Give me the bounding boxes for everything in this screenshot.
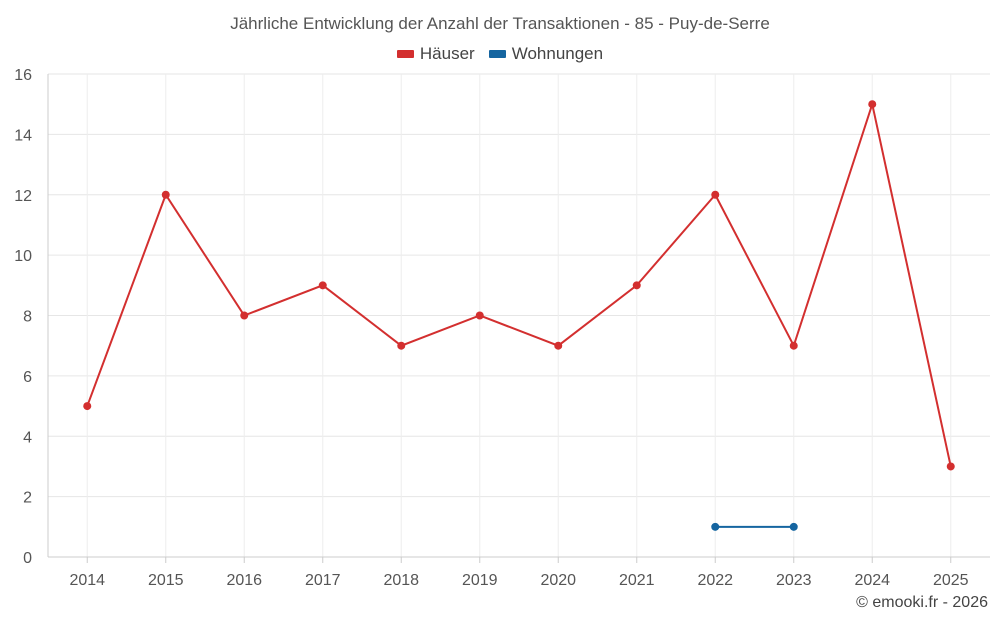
data-point-haeuser <box>711 190 720 199</box>
y-tick-label: 4 <box>23 429 32 446</box>
y-tick-label: 2 <box>23 490 32 507</box>
data-point-haeuser <box>868 100 877 109</box>
y-tick-label: 12 <box>14 188 32 205</box>
data-point-haeuser <box>397 341 406 350</box>
data-point-haeuser <box>554 341 563 350</box>
data-point-haeuser <box>632 281 641 290</box>
credit-text: © emooki.fr - 2026 <box>856 594 988 611</box>
legend: Häuser Wohnungen <box>0 44 1000 64</box>
x-tick-label: 2017 <box>305 572 341 589</box>
data-point-wohnungen <box>789 522 798 531</box>
data-point-haeuser <box>240 311 249 320</box>
x-tick-label: 2022 <box>697 572 733 589</box>
data-point-haeuser <box>789 341 798 350</box>
legend-label-wohnungen: Wohnungen <box>511 44 604 63</box>
data-point-haeuser <box>475 311 484 320</box>
y-tick-label: 16 <box>14 67 32 84</box>
x-tick-label: 2020 <box>540 572 576 589</box>
x-tick-label: 2016 <box>226 572 262 589</box>
x-tick-label: 2015 <box>148 572 184 589</box>
data-point-haeuser <box>161 190 170 199</box>
data-point-wohnungen <box>711 522 720 531</box>
y-tick-label: 10 <box>14 248 32 265</box>
x-tick-label: 2019 <box>462 572 498 589</box>
x-tick-label: 2023 <box>776 572 812 589</box>
series-line-haeuser <box>86 100 952 467</box>
y-tick-label: 0 <box>23 550 32 567</box>
legend-item-wohnungen[interactable]: Wohnungen <box>488 44 604 64</box>
legend-swatch-haeuser <box>396 50 414 58</box>
data-point-haeuser <box>83 402 92 411</box>
y-tick-label: 6 <box>23 369 32 386</box>
legend-label-haeuser: Häuser <box>419 44 475 63</box>
x-tick-label: 2024 <box>854 572 890 589</box>
y-tick-label: 14 <box>14 127 32 144</box>
data-point-haeuser <box>946 462 955 471</box>
legend-item-haeuser[interactable]: Häuser <box>396 44 475 64</box>
chart-title: Jährliche Entwicklung der Anzahl der Tra… <box>230 14 770 33</box>
y-tick-label: 8 <box>23 309 32 326</box>
x-tick-label: 2021 <box>619 572 655 589</box>
x-tick-label: 2018 <box>383 572 419 589</box>
data-point-haeuser <box>318 281 327 290</box>
legend-swatch-wohnungen <box>488 50 506 58</box>
x-tick-label: 2014 <box>69 572 105 589</box>
x-tick-label: 2025 <box>933 572 969 589</box>
